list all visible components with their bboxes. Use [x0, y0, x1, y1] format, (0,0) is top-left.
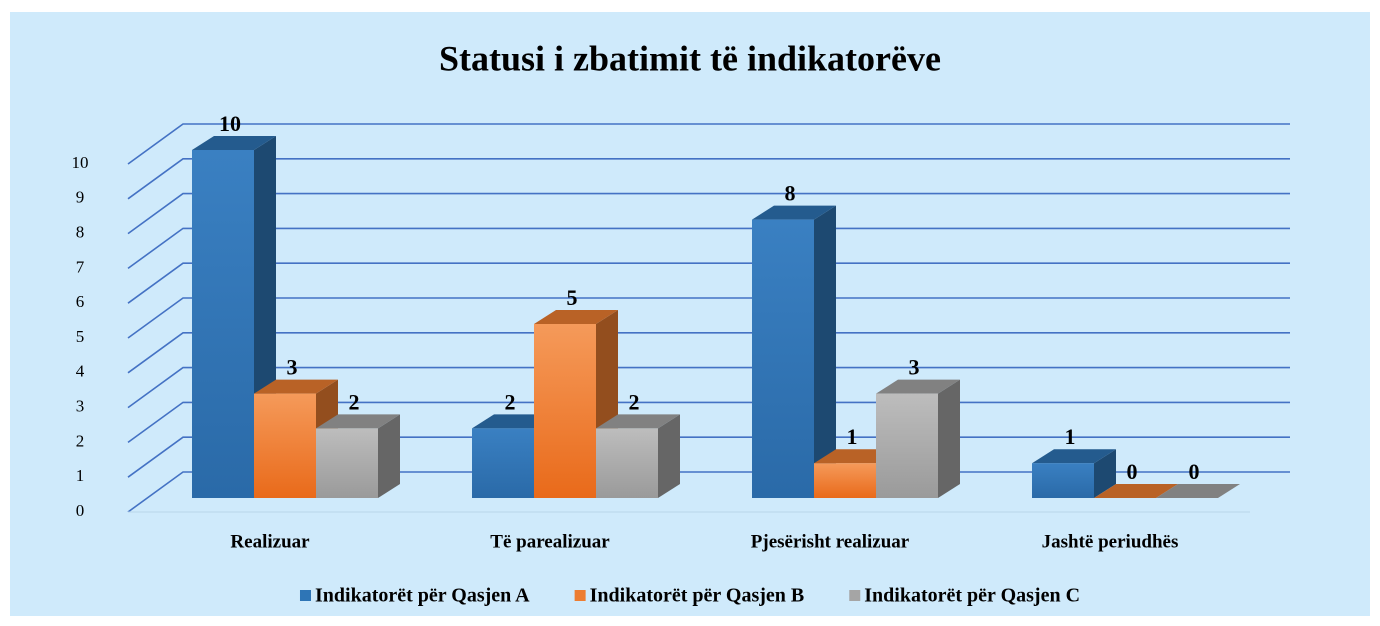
bar-front: [814, 463, 876, 498]
bar-top: [254, 379, 338, 394]
y-tick-label: 6: [76, 292, 85, 311]
y-tick-label: 9: [76, 188, 85, 207]
chart-title: Statusi i zbatimit të indikatorëve: [439, 38, 941, 78]
data-label: 2: [349, 389, 360, 414]
y-tick-label: 4: [76, 362, 85, 381]
bar: [752, 205, 836, 498]
grid-line: [127, 331, 1290, 374]
data-label: 10: [219, 111, 241, 136]
x-tick-label: Pjesërisht realizuar: [751, 531, 910, 552]
grid-line: [127, 366, 1290, 409]
x-tick-label: Të parealizuar: [490, 531, 610, 552]
bar-top: [876, 379, 960, 394]
y-tick-label: 5: [76, 327, 85, 346]
grid-line: [127, 297, 1290, 339]
bar: [876, 379, 960, 498]
bar-side: [658, 414, 680, 498]
bar-top: [1032, 449, 1116, 464]
legend-label: Indikatorët për Qasjen C: [864, 585, 1080, 607]
data-label: 0: [1189, 459, 1200, 484]
bar-front: [316, 428, 378, 498]
grid-line: [127, 192, 1290, 235]
bar-top: [596, 414, 680, 429]
y-tick-label: 3: [76, 397, 85, 416]
bar-front: [254, 393, 316, 498]
data-label: 1: [847, 424, 858, 449]
grid-line: [127, 123, 1290, 165]
bar-front: [472, 428, 534, 498]
bar-top: [1094, 484, 1178, 498]
bar-front: [876, 393, 938, 498]
data-label: 0: [1127, 459, 1138, 484]
legend-label: Indikatorët për Qasjen A: [315, 585, 530, 607]
bar-top: [316, 414, 400, 429]
data-label: 8: [785, 181, 796, 206]
data-label: 5: [567, 285, 578, 310]
y-tick-label: 0: [76, 501, 85, 520]
bar-top: [192, 136, 276, 150]
bar-top: [752, 205, 836, 220]
bar: [1156, 484, 1240, 498]
legend-swatch: [574, 590, 586, 601]
grid-line: [127, 262, 1290, 304]
bar-side: [938, 379, 960, 498]
bar-front: [752, 219, 814, 498]
grid-line: [127, 227, 1290, 270]
bar-side: [1094, 449, 1116, 498]
bar: [1094, 484, 1178, 498]
x-tick-label: Jashtë periudhës: [1042, 531, 1179, 552]
legend-label: Indikatorët për Qasjen B: [590, 585, 805, 607]
legend-swatch: [849, 590, 861, 601]
data-label: 1: [1065, 424, 1076, 449]
y-tick-label: 7: [76, 257, 85, 276]
bar-front: [1032, 463, 1094, 498]
y-tick-label: 2: [76, 431, 85, 450]
legend-swatch: [299, 590, 311, 601]
bar-side: [378, 414, 400, 498]
y-tick-label: 8: [76, 223, 85, 242]
bar-top: [534, 310, 618, 324]
bar: [1032, 449, 1116, 498]
data-label: 2: [629, 389, 640, 414]
grid-line: [127, 158, 1290, 200]
bar: [316, 414, 400, 498]
bar-top: [1156, 484, 1240, 498]
data-label: 3: [287, 355, 298, 380]
data-label: 2: [505, 389, 516, 414]
x-tick-label: Realizuar: [230, 531, 310, 552]
data-label: 3: [909, 355, 920, 380]
bar-front: [534, 324, 596, 498]
bar: [596, 414, 680, 498]
bar-front: [596, 428, 658, 498]
bar-front: [192, 150, 254, 498]
y-tick-label: 10: [72, 153, 89, 172]
bar-side: [814, 205, 836, 498]
y-tick-label: 1: [76, 466, 85, 485]
